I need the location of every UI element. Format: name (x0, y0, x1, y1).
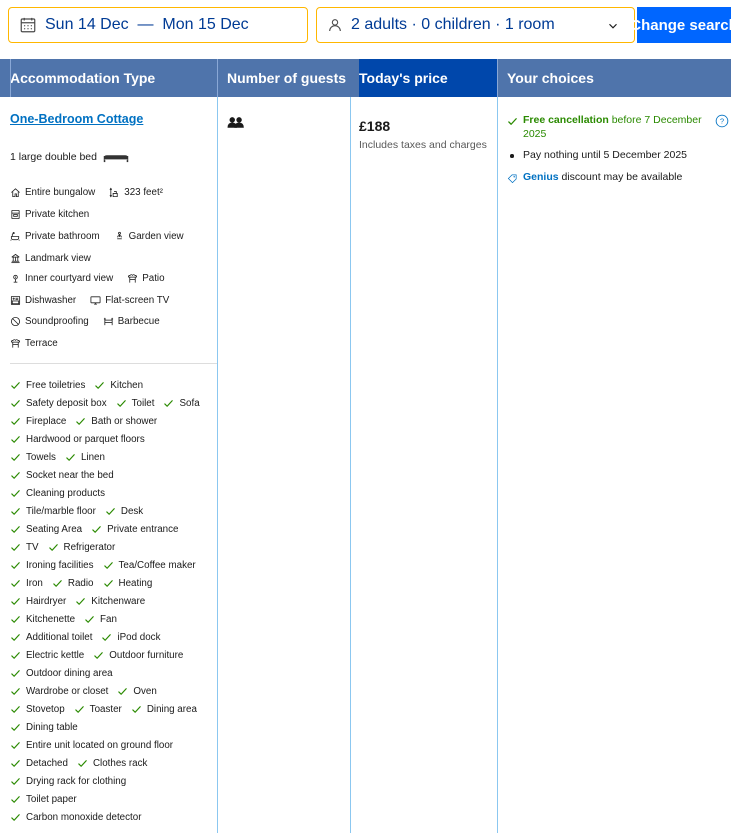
svg-text:?: ? (720, 117, 724, 126)
